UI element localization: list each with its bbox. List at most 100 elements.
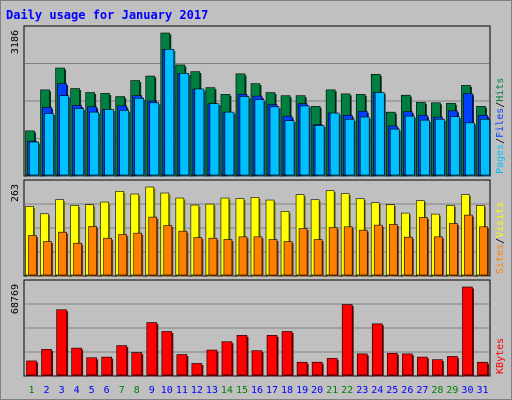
- series-sites: [28, 214, 489, 277]
- bar-pages-2: [44, 113, 54, 176]
- bar-kbytes-29: [447, 356, 458, 376]
- bar-pages-15: [239, 96, 250, 176]
- x-tick-label-15: 15: [236, 385, 248, 396]
- bar-sites-14: [223, 239, 233, 276]
- x-tick-label-22: 22: [341, 385, 353, 396]
- bar-pages-12: [194, 88, 205, 176]
- bar-sites-11: [178, 230, 188, 276]
- bar-pages-22: [344, 118, 355, 176]
- bar-kbytes-31: [477, 361, 488, 376]
- x-tick-label-24: 24: [371, 385, 383, 396]
- bar-kbytes-26: [402, 353, 413, 376]
- x-tick-label-6: 6: [104, 385, 110, 396]
- x-tick-label-23: 23: [356, 385, 368, 396]
- x-tick-label-31: 31: [476, 385, 488, 396]
- bar-pages-31: [480, 118, 490, 176]
- bar-pages-4: [74, 108, 84, 176]
- bar-sites-23: [358, 229, 368, 276]
- bar-kbytes-19: [296, 361, 308, 376]
- bar-sites-10: [163, 225, 173, 276]
- bar-sites-22: [343, 226, 353, 276]
- bar-sites-20: [313, 239, 323, 276]
- x-tick-label-3: 3: [59, 385, 65, 396]
- bar-sites-30: [464, 214, 473, 276]
- bar-kbytes-4: [71, 347, 82, 376]
- y-max-label-bot: 68769: [10, 284, 21, 314]
- panel-top: 3186: [10, 25, 491, 177]
- series-pages: [29, 49, 491, 177]
- bar-kbytes-12: [191, 363, 203, 376]
- bar-pages-8: [134, 98, 145, 176]
- legend-separator: /: [495, 138, 506, 144]
- bar-pages-29: [450, 116, 460, 176]
- legend-item-sites: Sites: [495, 244, 506, 274]
- x-tick-label-12: 12: [191, 385, 203, 396]
- bar-kbytes-3: [56, 309, 67, 376]
- bar-kbytes-20: [311, 361, 323, 376]
- bar-sites-24: [373, 224, 383, 276]
- bar-sites-17: [268, 239, 278, 276]
- legend-item-pages: Pages: [495, 144, 506, 174]
- bar-kbytes-5: [86, 357, 97, 376]
- bar-pages-9: [149, 102, 160, 176]
- bar-kbytes-7: [116, 345, 128, 376]
- bar-sites-27: [419, 217, 428, 276]
- bar-sites-25: [388, 224, 398, 276]
- legend-mid: Sites/Visits: [495, 202, 506, 274]
- bar-kbytes-2: [41, 349, 52, 376]
- bar-pages-11: [179, 73, 190, 176]
- bar-pages-1: [29, 141, 39, 176]
- x-tick-label-16: 16: [251, 385, 263, 396]
- x-axis-labels: 1 2 3 4 5 6 7 8 9 10 11 12 13 14 15 16 17 18 19 20 21 22 23 24 2…: [29, 385, 489, 396]
- bar-pages-21: [329, 112, 340, 176]
- bar-pages-27: [420, 119, 430, 176]
- bar-sites-26: [404, 236, 413, 276]
- x-tick-label-9: 9: [149, 385, 155, 396]
- chart-panels: 318626368769Pages/Files/HitsSites/Visits…: [10, 25, 506, 377]
- bar-kbytes-15: [236, 335, 248, 376]
- bar-kbytes-13: [206, 349, 218, 376]
- x-tick-label-5: 5: [89, 385, 95, 396]
- bar-pages-16: [254, 99, 265, 176]
- bar-sites-8: [133, 232, 143, 276]
- bar-kbytes-17: [266, 335, 278, 376]
- bar-sites-13: [208, 237, 218, 276]
- legend-separator: /: [495, 238, 506, 244]
- bar-pages-19: [299, 105, 310, 176]
- bar-sites-19: [298, 228, 308, 276]
- bar-sites-31: [479, 226, 488, 276]
- x-tick-label-11: 11: [176, 385, 188, 396]
- bar-sites-15: [238, 236, 248, 276]
- bar-kbytes-27: [417, 356, 428, 376]
- bar-pages-25: [389, 128, 400, 176]
- bar-kbytes-22: [341, 304, 353, 376]
- x-tick-label-28: 28: [431, 385, 443, 396]
- bar-sites-21: [328, 227, 338, 276]
- y-max-label-top: 3186: [10, 30, 21, 54]
- x-tick-label-19: 19: [296, 385, 308, 396]
- bar-sites-1: [28, 235, 37, 276]
- bar-pages-28: [435, 118, 445, 176]
- bar-sites-9: [148, 216, 158, 276]
- bar-sites-29: [449, 223, 458, 276]
- y-max-label-mid: 263: [10, 184, 21, 202]
- x-tick-label-7: 7: [119, 385, 125, 396]
- panel-mid: 263: [10, 179, 491, 277]
- bar-kbytes-11: [176, 354, 188, 376]
- bar-kbytes-10: [161, 331, 173, 376]
- legend-item-kbytes: KBytes: [495, 338, 506, 374]
- bar-kbytes-25: [386, 352, 398, 376]
- bar-kbytes-6: [101, 356, 112, 376]
- bar-kbytes-28: [432, 359, 443, 376]
- bar-pages-20: [314, 125, 325, 176]
- series-kbytes: [26, 286, 489, 377]
- bar-kbytes-16: [251, 350, 263, 376]
- x-tick-label-10: 10: [161, 385, 173, 396]
- bar-sites-28: [434, 236, 443, 276]
- x-tick-label-27: 27: [416, 385, 428, 396]
- bar-kbytes-30: [462, 286, 473, 376]
- bar-sites-12: [193, 237, 203, 276]
- bar-kbytes-24: [371, 323, 383, 376]
- bar-pages-18: [284, 120, 295, 176]
- bar-pages-10: [164, 49, 175, 176]
